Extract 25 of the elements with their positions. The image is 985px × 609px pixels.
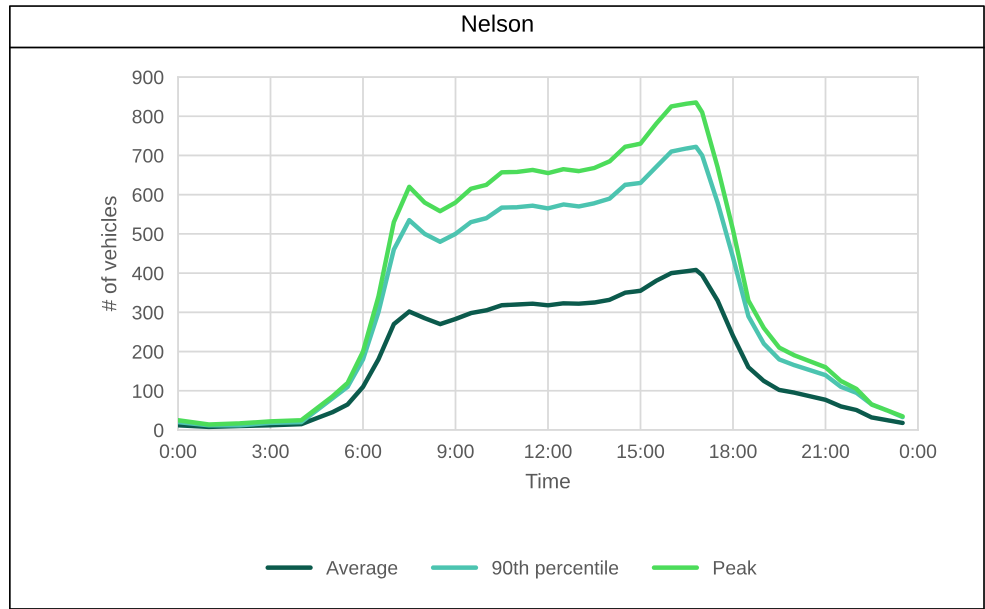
x-tick-label: 0:00	[160, 444, 196, 458]
x-tick-label: 12:00	[525, 444, 572, 458]
y-tick-label: 300	[132, 306, 164, 320]
y-tick-label: 700	[132, 148, 164, 163]
y-tick-label: 600	[132, 188, 164, 202]
y-tick-label: 500	[132, 227, 164, 242]
y-tick-label: 900	[132, 70, 164, 84]
x-axis-title: Time	[526, 473, 570, 488]
legend-label: Peak	[714, 560, 757, 575]
y-tick-label: 800	[132, 110, 164, 124]
x-tick-label: 15:00	[618, 444, 664, 458]
chart-title: Nelson	[462, 14, 533, 32]
y-tick-label: 0	[154, 423, 164, 438]
x-tick-label: 3:00	[252, 444, 289, 458]
y-tick-label: 100	[133, 384, 164, 398]
x-tick-label: 9:00	[437, 444, 474, 458]
x-tick-label: 0:00	[900, 444, 936, 458]
y-axis-title: # of vehicles	[101, 196, 116, 312]
x-tick-label: 18:00	[710, 444, 757, 458]
y-tick-label: 400	[132, 266, 164, 280]
x-tick-label: 6:00	[345, 444, 382, 458]
legend-label: Average	[326, 561, 398, 578]
legend-label: 90th percentile	[492, 560, 618, 578]
y-tick-label: 200	[132, 345, 164, 359]
x-tick-label: 21:00	[802, 444, 850, 458]
